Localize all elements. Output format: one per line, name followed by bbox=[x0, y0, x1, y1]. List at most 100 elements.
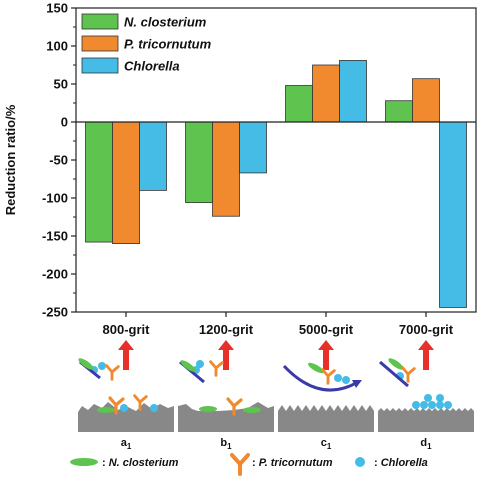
up-arrow-shaft bbox=[123, 348, 129, 370]
up-arrow-shaft bbox=[223, 348, 229, 370]
n-closterium-cell bbox=[180, 360, 196, 372]
y-tick-label: 50 bbox=[54, 77, 68, 92]
y-axis-ticks: -250 -200 -150 -100 -50 0 50 100 150 bbox=[42, 1, 76, 320]
bar-series bbox=[85, 60, 467, 308]
p-tricornutum-icon bbox=[230, 453, 250, 476]
bar-1200-grit-2 bbox=[212, 121, 240, 217]
p-tricornutum-cell bbox=[226, 397, 243, 416]
panel-subscript: 1 bbox=[327, 442, 332, 451]
panel-label: b1 bbox=[220, 437, 232, 451]
bottom-legend-item: : Chlorella bbox=[355, 457, 428, 469]
up-arrow-head bbox=[118, 340, 134, 350]
rough-surface bbox=[178, 402, 274, 432]
p-tricornutum-cell bbox=[401, 366, 416, 383]
bar-7000-grit-3 bbox=[439, 121, 467, 308]
bottom-legend-prefix: : bbox=[252, 457, 259, 469]
bottom-legend-item: : P. tricornutum bbox=[230, 453, 333, 476]
y-tick-label: 150 bbox=[46, 1, 68, 16]
up-arrow-head bbox=[218, 340, 234, 350]
bar-5000-grit-3 bbox=[339, 60, 367, 123]
chlorella-cell bbox=[436, 394, 444, 402]
y-tick-label: -50 bbox=[49, 153, 68, 168]
rough-surface bbox=[378, 408, 474, 432]
bottom-legend-text: : Chlorella bbox=[374, 457, 428, 469]
up-arrow-head bbox=[418, 340, 434, 350]
y-tick-label: -250 bbox=[42, 305, 68, 320]
chlorella-icon bbox=[355, 457, 365, 467]
bottom-legend-prefix: : bbox=[102, 457, 109, 469]
legend-swatch bbox=[81, 13, 119, 30]
bottom-legend-prefix: : bbox=[374, 457, 381, 469]
bar-1200-grit-3 bbox=[239, 121, 267, 174]
y-tick-label: -200 bbox=[42, 267, 68, 282]
panel-label: c1 bbox=[321, 437, 332, 451]
x-tick-label: 5000-grit bbox=[299, 322, 354, 337]
y-tick-label: 100 bbox=[46, 39, 68, 54]
chlorella-cell bbox=[428, 401, 436, 409]
panel-label: d1 bbox=[420, 437, 432, 451]
bar-800-grit-3 bbox=[139, 121, 167, 191]
panel-label: a1 bbox=[121, 437, 132, 451]
chlorella-cell bbox=[334, 374, 342, 382]
p-tricornutum-cell bbox=[105, 364, 120, 381]
x-tick-label: 800-grit bbox=[103, 322, 151, 337]
plot-frame bbox=[75, 7, 477, 313]
n-closterium-cell bbox=[78, 358, 94, 370]
legend-swatch bbox=[81, 35, 119, 52]
chlorella-cell bbox=[436, 401, 444, 409]
y-tick-label: -150 bbox=[42, 229, 68, 244]
x-tick-label: 7000-grit bbox=[399, 322, 454, 337]
bottom-legend-label: P. tricornutum bbox=[259, 457, 333, 469]
p-tricornutum-cell bbox=[321, 368, 336, 385]
bottom-legend-label: Chlorella bbox=[381, 457, 428, 469]
p-tricornutum-cell bbox=[108, 396, 125, 415]
schematic-row: a1 b1 c1 d1 bbox=[78, 340, 474, 451]
n-closterium-cell bbox=[308, 362, 324, 374]
rough-surface bbox=[278, 405, 374, 432]
y-tick-label: -100 bbox=[42, 191, 68, 206]
bar-5000-grit-2 bbox=[312, 64, 340, 123]
panel-b: b1 bbox=[178, 340, 274, 451]
bar-chart: -250 -200 -150 -100 -50 0 50 100 150 800-grit 120… bbox=[3, 1, 477, 337]
chlorella-cell bbox=[150, 404, 158, 412]
chlorella-cell bbox=[444, 401, 452, 409]
up-arrow-head bbox=[318, 340, 334, 350]
legend-label: N. closterium bbox=[124, 15, 207, 30]
n-closterium-cell bbox=[199, 406, 217, 412]
n-closterium-cell bbox=[97, 407, 115, 413]
bottom-legend-label: N. closterium bbox=[109, 457, 179, 469]
panel-subscript: 1 bbox=[427, 442, 432, 451]
chlorella-cell bbox=[98, 362, 106, 370]
legend: N. closterium P. tricornutum Chlorella bbox=[81, 13, 212, 74]
panel-d: d1 bbox=[378, 340, 474, 451]
panel-subscript: 1 bbox=[127, 442, 132, 451]
p-tricornutum-cell bbox=[133, 394, 148, 411]
bar-1200-grit-1 bbox=[185, 121, 213, 203]
n-closterium-icon bbox=[70, 458, 98, 466]
bar-7000-grit-2 bbox=[412, 78, 440, 123]
n-closterium-cell bbox=[388, 358, 404, 370]
p-tricornutum-cell bbox=[209, 360, 224, 377]
panel-a: a1 bbox=[78, 340, 174, 451]
arrow-head bbox=[352, 380, 362, 388]
up-arrow-shaft bbox=[323, 348, 329, 370]
curved-arrow bbox=[282, 364, 359, 392]
x-axis-ticks: 800-grit 1200-grit 5000-grit 7000-grit bbox=[103, 312, 454, 337]
chlorella-cell bbox=[120, 404, 128, 412]
y-axis-label: Reduction ratio/% bbox=[3, 104, 18, 215]
legend-label: Chlorella bbox=[124, 59, 180, 74]
legend-swatch bbox=[81, 57, 119, 74]
panel-c: c1 bbox=[278, 340, 374, 451]
panel-subscript: 1 bbox=[227, 442, 232, 451]
bar-800-grit-2 bbox=[112, 121, 140, 244]
y-tick-label: 0 bbox=[61, 115, 68, 130]
bottom-legend-text: : P. tricornutum bbox=[252, 457, 333, 469]
chlorella-cell bbox=[424, 394, 432, 402]
bar-7000-grit-1 bbox=[385, 100, 413, 123]
bottom-legend-item: : N. closterium bbox=[70, 457, 179, 469]
curved-arrow bbox=[379, 360, 409, 388]
chlorella-cell bbox=[342, 376, 350, 384]
x-tick-label: 1200-grit bbox=[199, 322, 254, 337]
chlorella-cell bbox=[196, 360, 204, 368]
